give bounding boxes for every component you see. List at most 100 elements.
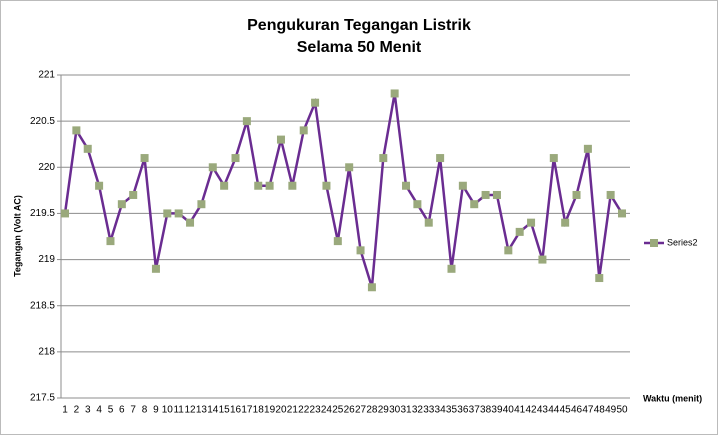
- data-point: [276, 135, 285, 144]
- x-tick-label: 46: [571, 405, 583, 416]
- data-point: [254, 181, 263, 190]
- x-tick-label: 12: [184, 405, 196, 416]
- x-tick-label: 24: [321, 405, 333, 416]
- x-tick-label: 17: [241, 405, 253, 416]
- y-axis-label: Tegangan (Volt AC): [12, 195, 22, 277]
- data-point: [367, 283, 376, 292]
- y-tick-label: 218.5: [30, 300, 55, 311]
- data-point: [356, 246, 365, 255]
- data-point: [436, 154, 445, 163]
- data-point: [299, 126, 308, 135]
- x-tick-label: 15: [219, 405, 231, 416]
- y-tick-label: 218: [38, 346, 55, 357]
- x-tick-label: 45: [560, 405, 572, 416]
- data-point: [220, 181, 229, 190]
- data-point: [61, 209, 69, 218]
- x-tick-label: 4: [96, 405, 102, 416]
- data-point: [197, 200, 206, 209]
- data-point: [515, 227, 524, 236]
- legend-label: Series2: [667, 237, 698, 247]
- data-point: [424, 218, 433, 227]
- x-tick-label: 9: [153, 405, 159, 416]
- data-point: [186, 218, 195, 227]
- x-tick-label: 30: [389, 405, 401, 416]
- y-tick-label: 219.5: [30, 208, 55, 219]
- data-point: [333, 237, 342, 246]
- data-point: [447, 264, 456, 273]
- x-tick-label: 41: [514, 405, 526, 416]
- x-tick-label: 3: [85, 405, 91, 416]
- y-tick-label: 217.5: [30, 393, 55, 404]
- data-point: [481, 190, 490, 199]
- data-point: [163, 209, 172, 218]
- x-tick-label: 1: [62, 405, 68, 416]
- x-tick-label: 33: [423, 405, 435, 416]
- x-tick-label: 44: [548, 405, 560, 416]
- data-point: [174, 209, 183, 218]
- data-point: [106, 237, 115, 246]
- x-tick-label: 11: [173, 405, 184, 416]
- x-tick-label: 19: [264, 405, 276, 416]
- data-point: [322, 181, 331, 190]
- data-point: [402, 181, 411, 190]
- x-tick-label: 31: [400, 405, 412, 416]
- x-tick-label: 50: [616, 405, 628, 416]
- legend-marker: [650, 239, 658, 247]
- x-tick-label: 26: [344, 405, 356, 416]
- y-tick-label: 220.5: [30, 116, 55, 127]
- x-tick-label: 48: [594, 405, 606, 416]
- x-tick-label: 39: [491, 405, 503, 416]
- data-point: [595, 274, 604, 283]
- x-tick-label: 29: [378, 405, 390, 416]
- x-tick-label: 23: [310, 405, 322, 416]
- data-point: [311, 98, 320, 107]
- data-point: [492, 190, 501, 199]
- x-tick-label: 38: [480, 405, 492, 416]
- chart-title: Pengukuran Tegangan Listrik: [247, 17, 471, 34]
- data-point: [117, 200, 126, 209]
- x-tick-label: 2: [74, 405, 80, 416]
- x-tick-label: 10: [162, 405, 174, 416]
- data-point: [458, 181, 467, 190]
- x-tick-label: 25: [332, 405, 344, 416]
- x-tick-label: 40: [503, 405, 515, 416]
- data-point: [618, 209, 626, 218]
- x-tick-label: 43: [537, 405, 549, 416]
- x-tick-label: 6: [119, 405, 125, 416]
- x-tick-label: 34: [435, 405, 447, 416]
- y-tick-label: 221: [38, 70, 55, 81]
- data-point: [527, 218, 536, 227]
- x-tick-label: 7: [130, 405, 136, 416]
- data-point: [390, 89, 399, 98]
- y-tick-label: 219: [38, 254, 55, 265]
- x-tick-label: 21: [287, 405, 299, 416]
- x-tick-label: 36: [457, 405, 469, 416]
- x-tick-label: 35: [446, 405, 458, 416]
- x-tick-label: 47: [582, 405, 594, 416]
- data-point: [572, 190, 581, 199]
- x-tick-label: 32: [412, 405, 424, 416]
- data-point: [95, 181, 104, 190]
- data-point: [583, 144, 592, 153]
- data-point: [129, 190, 138, 199]
- data-point: [242, 117, 251, 126]
- x-tick-label: 16: [230, 405, 242, 416]
- x-axis-label: Waktu (menit): [643, 393, 702, 403]
- x-tick-label: 13: [196, 405, 208, 416]
- data-point: [538, 255, 547, 264]
- data-point: [413, 200, 422, 209]
- data-point: [345, 163, 354, 172]
- x-tick-label: 5: [108, 405, 114, 416]
- x-tick-label: 22: [298, 405, 310, 416]
- x-tick-label: 20: [275, 405, 287, 416]
- x-tick-label: 37: [469, 405, 481, 416]
- x-tick-label: 14: [207, 405, 219, 416]
- data-point: [151, 264, 160, 273]
- data-point: [208, 163, 217, 172]
- data-point: [504, 246, 513, 255]
- x-tick-label: 49: [605, 405, 617, 416]
- data-point: [265, 181, 274, 190]
- data-point: [288, 181, 297, 190]
- chart-title: Selama 50 Menit: [297, 39, 422, 56]
